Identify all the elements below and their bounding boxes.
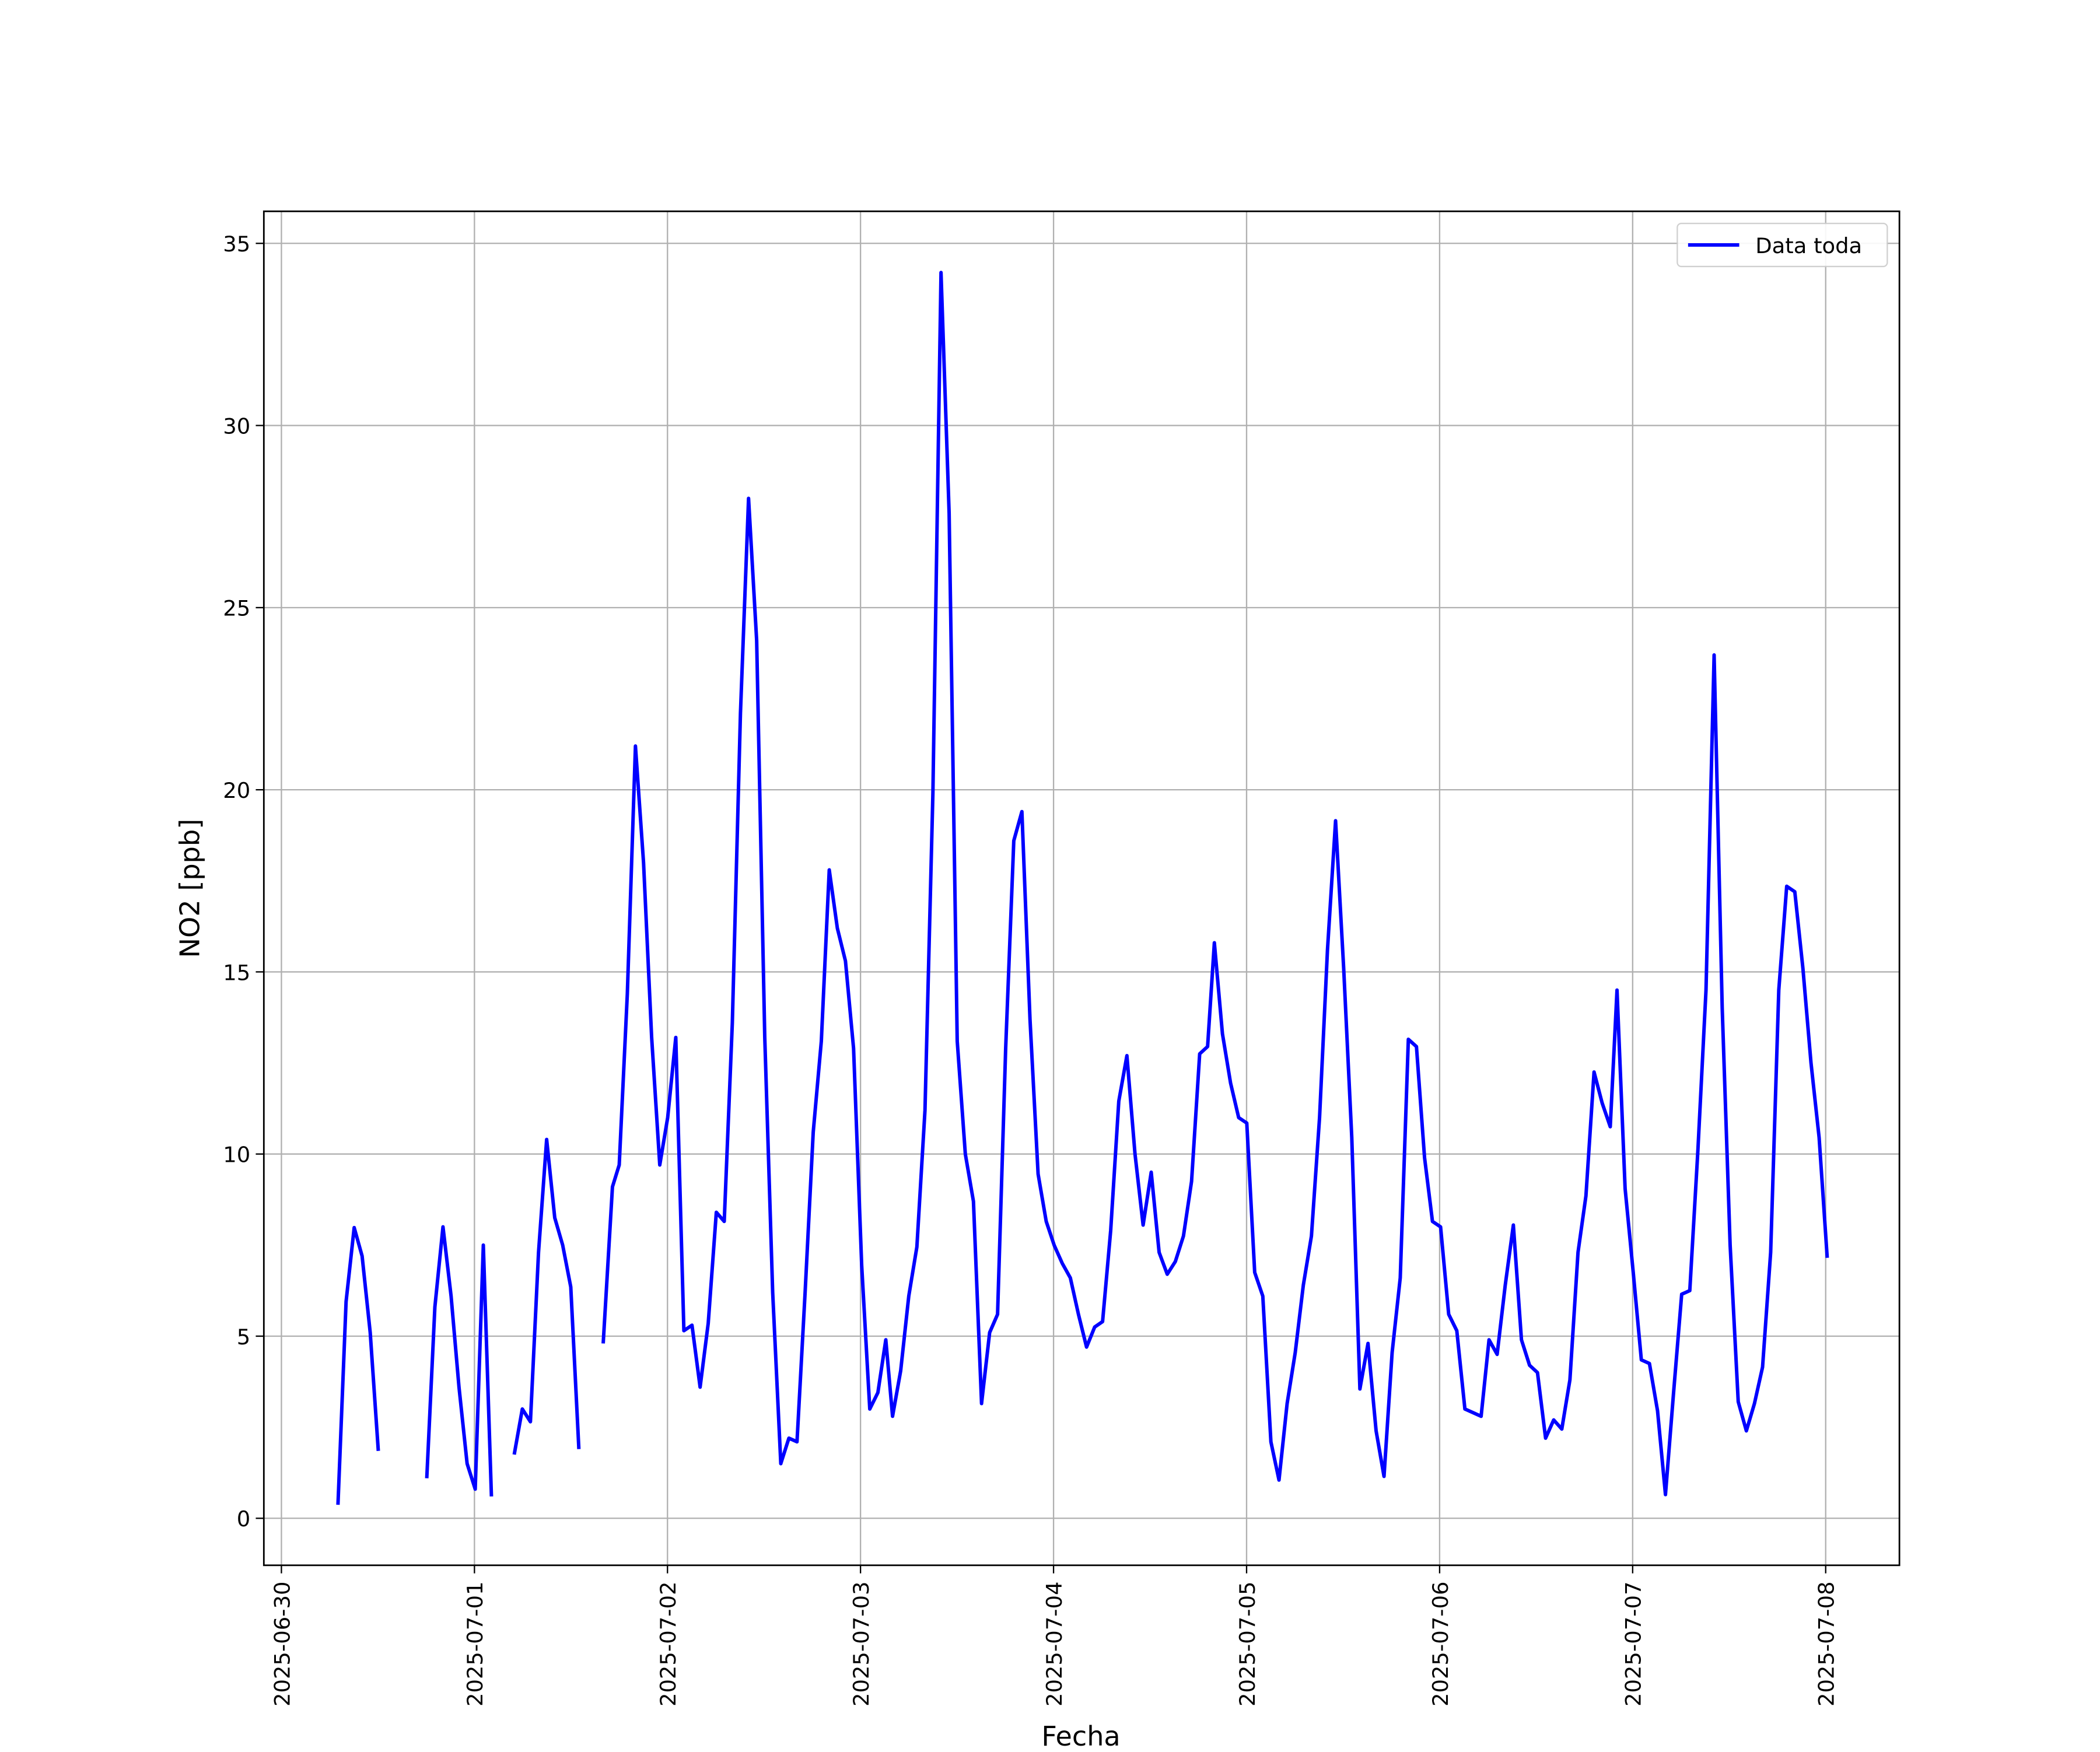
data-line (336, 271, 1829, 1505)
x-tick-label: 2025-06-30 (270, 1582, 295, 1707)
y-tick-label: 20 (223, 778, 250, 803)
plot-area (336, 271, 1829, 1505)
x-tick-label: 2025-07-08 (1814, 1582, 1839, 1707)
y-tick-label: 25 (223, 596, 250, 621)
y-tick-label: 10 (223, 1143, 250, 1168)
y-tick-label: 5 (237, 1324, 250, 1350)
axes-frame (262, 210, 1901, 1567)
x-tick-label: 2025-07-05 (1235, 1582, 1260, 1707)
x-tick-label: 2025-07-03 (849, 1582, 874, 1707)
x-tick-label: 2025-07-02 (656, 1582, 681, 1707)
grid (264, 211, 1900, 1565)
legend-box (1676, 222, 1888, 268)
x-tick-label: 2025-07-01 (463, 1582, 488, 1707)
legend-label: Data toda (1755, 233, 1862, 258)
x-tick-label: 2025-07-06 (1428, 1582, 1453, 1707)
x-tick-label: 2025-07-07 (1621, 1582, 1646, 1707)
legend: Data toda (1676, 222, 1888, 268)
y-tick-label: 15 (223, 960, 250, 985)
y-tick-label: 35 (223, 232, 250, 257)
y-axis-label: NO2 [ppb] (174, 819, 206, 958)
y-tick-label: 30 (223, 414, 250, 439)
x-axis-label: Fecha (1041, 1721, 1120, 1750)
y-tick-label: 0 (237, 1506, 250, 1532)
x-tick-label: 2025-07-04 (1042, 1582, 1067, 1707)
